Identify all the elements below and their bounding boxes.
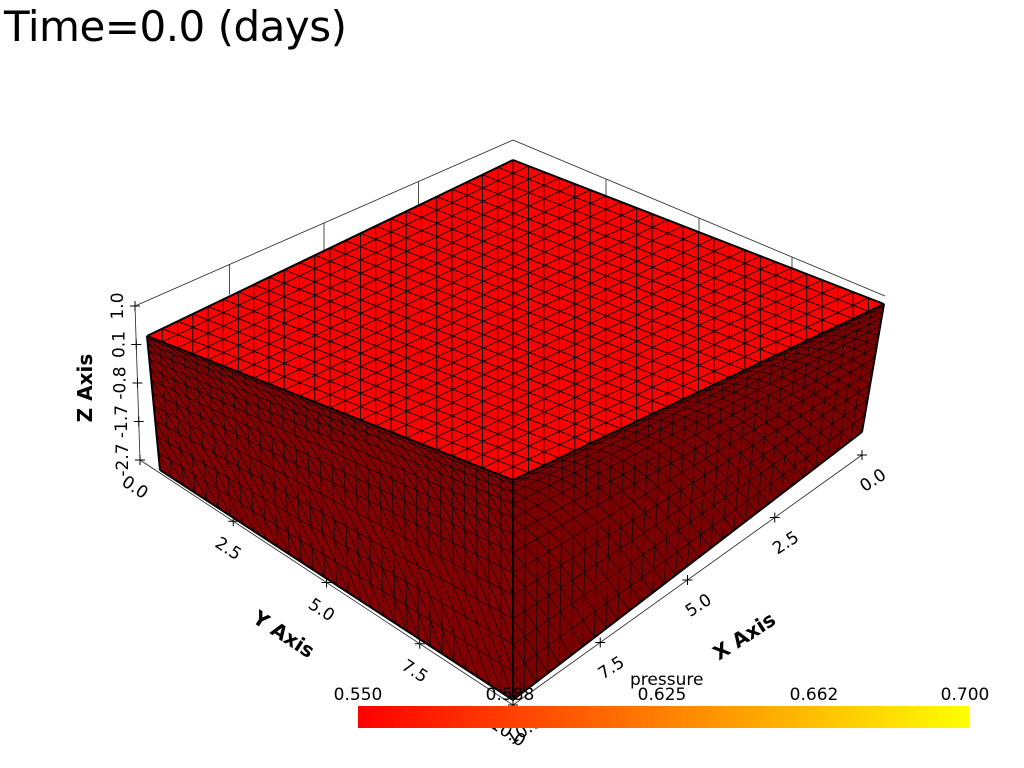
- z-axis-tick-2: -0.8: [111, 366, 131, 399]
- scalar-bar-gradient: [358, 706, 969, 728]
- mesh-right-face: [513, 304, 884, 700]
- scalar-bar-tick-2: 0.625: [638, 685, 687, 705]
- z-axis: -2.7 -1.7 -0.8 0.1 1.0 Z Axis: [73, 292, 145, 477]
- scalar-bar-title: pressure: [630, 670, 703, 690]
- x-axis-tick-2: 5.0: [682, 590, 716, 622]
- scalar-bar: pressure 0.550 0.588 0.625 0.662 0.700: [334, 670, 990, 728]
- x-axis-tick-0: 0.0: [856, 465, 890, 497]
- z-axis-tick-3: 0.1: [109, 331, 129, 358]
- scalar-bar-tick-4: 0.700: [941, 685, 990, 705]
- mesh-side-grid: [146, 303, 885, 701]
- scalar-bar-tick-3: 0.662: [790, 685, 839, 705]
- y-axis-tick-1: 2.5: [211, 533, 245, 565]
- z-axis-tick-0: -2.7: [113, 443, 133, 476]
- mesh-left-face: [147, 336, 513, 700]
- mesh-top-grid: [146, 159, 885, 481]
- x-axis-tick-1: 2.5: [769, 528, 803, 560]
- x-axis-tick-3: 7.5: [595, 653, 629, 685]
- z-axis-tick-1: -1.7: [112, 405, 132, 438]
- scalar-bar-tick-0: 0.550: [334, 685, 383, 705]
- scalar-bar-tick-1: 0.588: [486, 685, 535, 705]
- z-axis-title: Z Axis: [73, 354, 97, 423]
- y-axis-tick-3: 7.5: [398, 656, 432, 688]
- mesh-top-face: [147, 160, 884, 480]
- y-axis-tick-2: 5.0: [304, 595, 338, 627]
- x-axis-title: X Axis: [708, 607, 779, 665]
- z-axis-tick-4: 1.0: [108, 292, 128, 319]
- time-title: Time=0.0 (days): [4, 2, 347, 51]
- mesh-edges: [146, 159, 885, 701]
- mesh-block: [146, 159, 885, 701]
